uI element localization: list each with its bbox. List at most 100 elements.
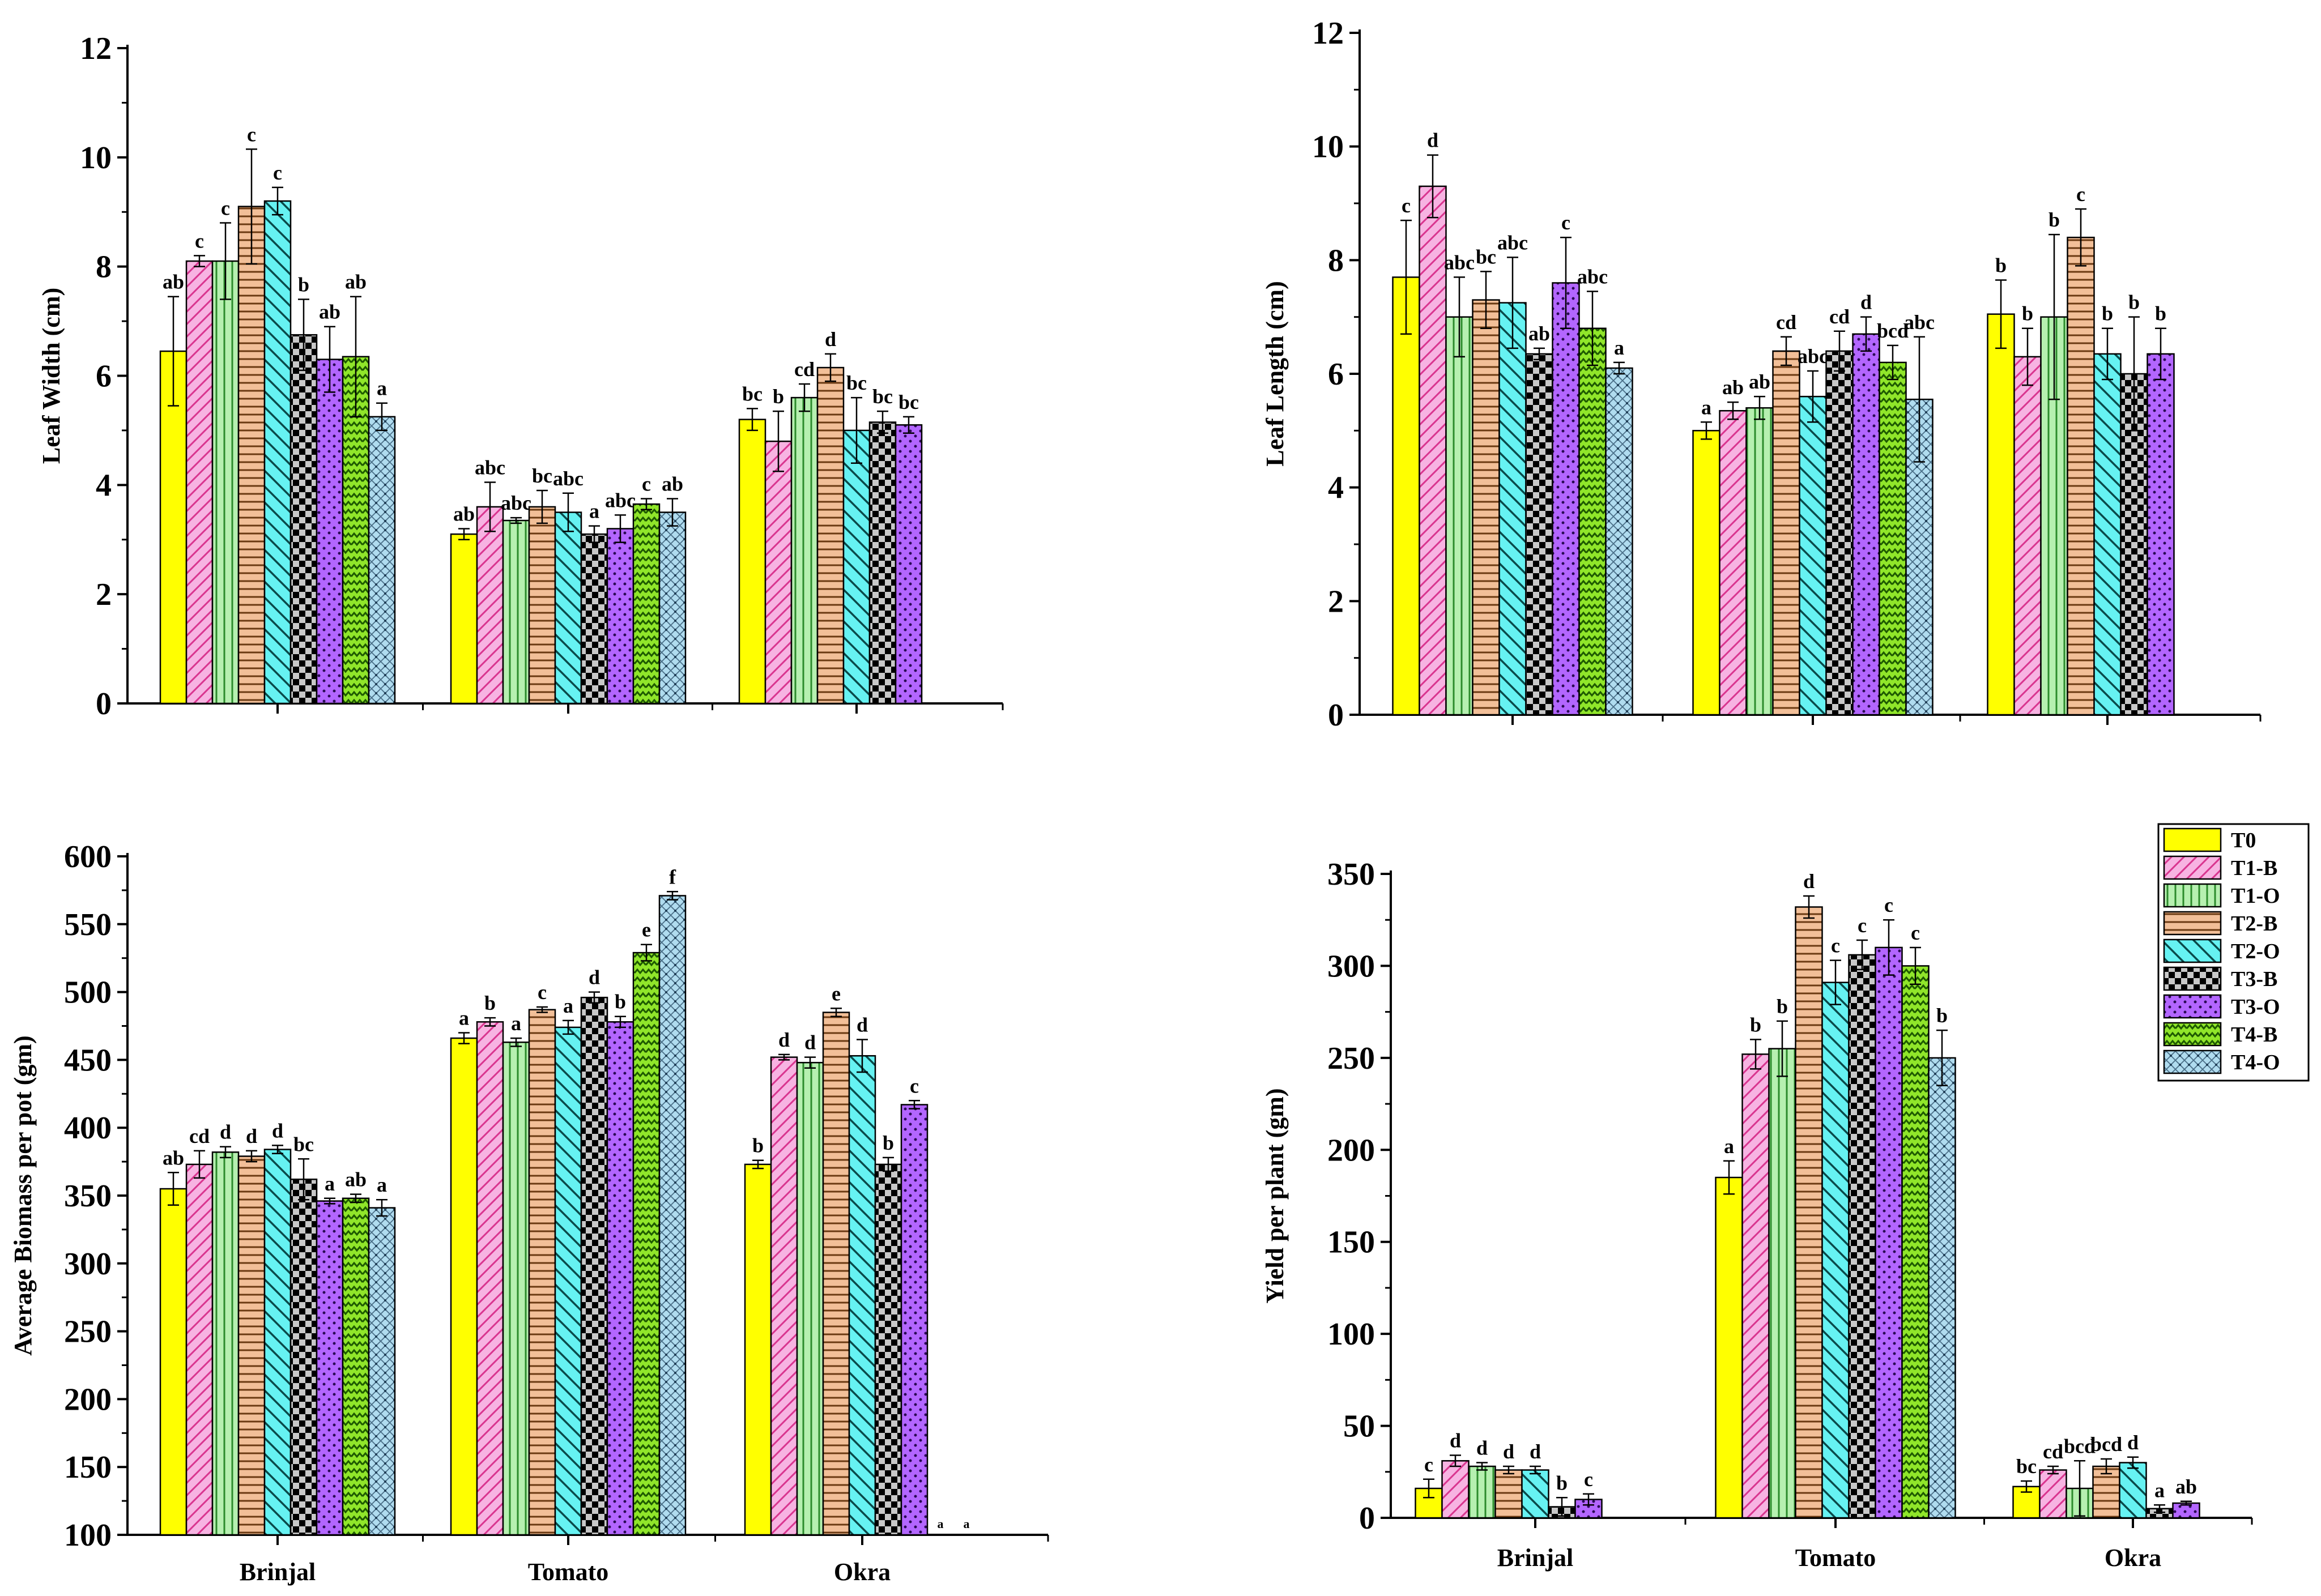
y-tick-label: 200 xyxy=(64,1382,112,1417)
bar-okra-t2-b xyxy=(2067,236,2095,716)
y-tick-label: 0 xyxy=(1359,1501,1375,1536)
y-tick-label: 600 xyxy=(64,839,112,874)
legend-label-t4-o: T4-O xyxy=(2231,1051,2280,1074)
y-tick-label: 10 xyxy=(1312,130,1344,165)
significance-letter: cd xyxy=(1829,305,1850,328)
bar-tomato-t2-b xyxy=(1795,906,1823,1519)
significance-letter: c xyxy=(2076,183,2085,206)
y-tick-label: 4 xyxy=(96,468,112,503)
significance-letter: ab xyxy=(319,301,340,323)
y-tick-label: 12 xyxy=(1312,16,1344,51)
y-tick-label: 6 xyxy=(1328,357,1344,392)
significance-letter: b xyxy=(2049,208,2060,231)
significance-letter: abc xyxy=(605,489,636,511)
significance-letter: ab xyxy=(662,472,683,495)
significance-letter: abc xyxy=(1904,311,1935,334)
significance-letter: bc xyxy=(293,1133,314,1155)
biomass-chart: 100 150 200 250 300 350 400 450 500 550 600 Average… xyxy=(9,839,1049,1586)
significance-letter: c xyxy=(1424,1453,1433,1476)
significance-letter: d xyxy=(804,1031,816,1054)
bar-brinjal-t2-b xyxy=(1494,1469,1523,1519)
significance-letter: bc xyxy=(532,464,552,487)
bar-brinjal-t4-o xyxy=(1605,367,1633,716)
bar-brinjal-t4-b xyxy=(342,1197,370,1536)
bar-okra-t2-o xyxy=(848,1055,876,1536)
bar-tomato-t3-b xyxy=(1825,350,1854,716)
significance-letter: b xyxy=(1750,1013,1761,1036)
y-tick-label: 8 xyxy=(96,250,112,285)
significance-letter: b xyxy=(2022,302,2033,325)
bar-tomato-t1-o xyxy=(502,519,530,705)
legend-swatch-t2-b xyxy=(2163,911,2222,936)
bar-tomato-t2-b xyxy=(1772,350,1800,716)
significance-letter: b xyxy=(484,992,496,1014)
y-tick-label: 2 xyxy=(1328,584,1344,619)
significance-letter: d xyxy=(1427,129,1438,152)
yield-chart: 0 50 100 150 200 250 300 350 Yield per plant (gm… xyxy=(1261,857,2253,1572)
significance-letter: abc xyxy=(1577,266,1608,288)
significance-letter: b xyxy=(2155,302,2166,325)
significance-letter: c xyxy=(910,1074,919,1097)
significance-letter: ab xyxy=(163,271,184,293)
significance-letter: ab xyxy=(453,502,475,525)
significance-letter: d xyxy=(1503,1440,1514,1463)
significance-letter: c xyxy=(1402,194,1411,217)
significance-letter: a xyxy=(589,500,599,523)
bar-tomato-t2-o xyxy=(554,1026,582,1536)
significance-letter: d xyxy=(2127,1431,2139,1454)
significance-letter: b xyxy=(773,385,784,408)
significance-letter: a xyxy=(938,1517,944,1531)
legend-label-t1-b: T1-B xyxy=(2231,856,2277,880)
bar-tomato-t2-b xyxy=(528,506,556,705)
significance-letter: a xyxy=(377,1173,387,1196)
bar-tomato-t3-b xyxy=(580,533,608,705)
significance-letter: d xyxy=(857,1013,868,1036)
significance-letter: abc xyxy=(1798,345,1828,368)
bar-okra-t1-b xyxy=(764,440,793,705)
bar-tomato-t3-o xyxy=(606,528,634,705)
significance-letter: b xyxy=(615,991,626,1013)
bar-brinjal-t4-b xyxy=(1578,327,1607,716)
bar-brinjal-t3-o xyxy=(316,1200,344,1536)
y-tick-label: 150 xyxy=(1327,1225,1375,1260)
significance-letter: a xyxy=(459,1006,469,1029)
bar-brinjal-t1-o xyxy=(1445,316,1473,716)
significance-letter: abc xyxy=(553,467,584,490)
significance-letter: a xyxy=(1701,396,1711,419)
category-label-brinjal: Brinjal xyxy=(240,1558,316,1586)
bar-tomato-t1-b xyxy=(1719,409,1747,716)
bar-okra-t2-o xyxy=(2119,1462,2147,1519)
y-tick-label: 6 xyxy=(96,359,112,394)
y-tick-label: 300 xyxy=(64,1247,112,1282)
legend-label-t0: T0 xyxy=(2231,829,2256,852)
bar-brinjal-t1-o xyxy=(1468,1465,1496,1519)
bar-brinjal-t1-b xyxy=(185,260,214,705)
legend-swatch-t2-o xyxy=(2163,938,2222,963)
significance-letter: d xyxy=(589,966,600,989)
bar-tomato-t0 xyxy=(1715,1176,1743,1519)
significance-letter: c xyxy=(1584,1468,1593,1491)
significance-letter: a xyxy=(1724,1135,1734,1158)
bar-tomato-t1-o xyxy=(502,1042,530,1536)
y-tick-label: 350 xyxy=(64,1179,112,1214)
significance-letter: c xyxy=(195,229,204,252)
bar-okra-t2-b xyxy=(816,366,845,705)
significance-letter: f xyxy=(669,865,676,888)
significance-letter: a xyxy=(377,377,387,400)
category-label-okra: Okra xyxy=(834,1558,891,1586)
y-tick-label: 10 xyxy=(80,140,112,176)
legend-label-t2-o: T2-O xyxy=(2231,940,2280,963)
bar-tomato-t2-b xyxy=(528,1009,556,1536)
significance-letter: e xyxy=(642,919,651,941)
bar-tomato-t1-b xyxy=(476,1021,504,1536)
significance-letter: bcd xyxy=(2064,1435,2096,1457)
bar-brinjal-t3-b xyxy=(289,1178,318,1536)
category-label-tomato: Tomato xyxy=(1795,1544,1876,1572)
y-tick-label: 12 xyxy=(80,31,112,66)
y-tick-label: 300 xyxy=(1327,949,1375,984)
bar-tomato-t0 xyxy=(1692,430,1720,716)
significance-letter: abc xyxy=(1497,231,1528,254)
bar-brinjal-t0 xyxy=(1392,276,1420,716)
bar-brinjal-t4-o xyxy=(368,1207,396,1536)
